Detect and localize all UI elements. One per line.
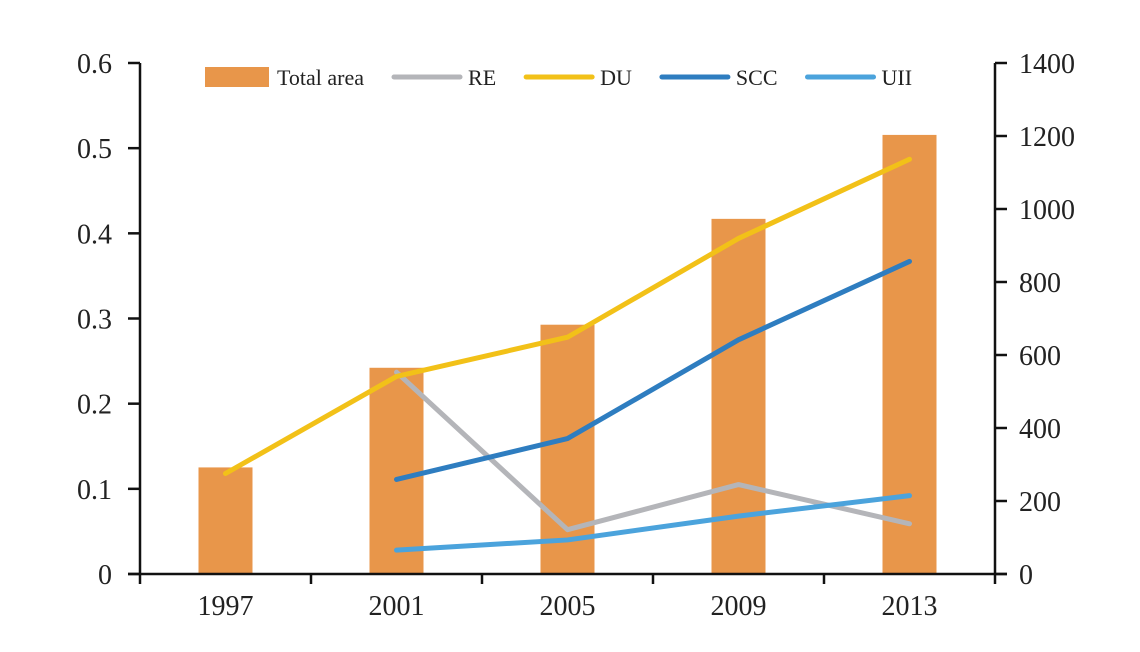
y-right-tick-label: 200 [1019, 487, 1061, 518]
legend: Total area RE DU SCC UII [205, 65, 912, 90]
bar-2001 [369, 367, 424, 574]
legend-label: SCC [736, 65, 778, 90]
legend-label: UII [882, 65, 913, 90]
y-left-tick-label: 0 [98, 560, 112, 591]
legend-label: RE [468, 65, 496, 90]
legend-item-scc: SCC [659, 65, 778, 90]
y-right-tick-label: 800 [1019, 268, 1061, 299]
legend-swatch [205, 67, 269, 87]
bars-layer [198, 134, 937, 575]
y-right-tick-label: 600 [1019, 341, 1061, 372]
legend-item-uii: UII [805, 65, 913, 90]
y-left-tick-label: 0.2 [77, 390, 112, 421]
y-left-tick-label: 0.1 [77, 475, 112, 506]
y-right-tick-label: 1000 [1019, 195, 1075, 226]
axes-layer: 0 0.1 0.2 0.3 0.4 0.5 0.6 0 200 400 600 800 1000 1200… [77, 49, 1075, 622]
series-line-uii [394, 493, 912, 553]
y-right-tick-label: 1200 [1019, 122, 1075, 153]
legend-label: Total area [277, 65, 364, 90]
bar-1997 [198, 467, 253, 574]
y-right-tick-label: 1400 [1019, 49, 1075, 80]
x-tick-label-1997: 1997 [198, 591, 254, 622]
x-tick-label-2009: 2009 [711, 591, 767, 622]
legend-label: DU [600, 65, 632, 90]
bar-2005 [540, 324, 595, 574]
lines-layer [223, 156, 912, 553]
legend-item-re: RE [391, 65, 496, 90]
y-left-tick-label: 0.4 [77, 219, 112, 250]
y-right-tick-label: 400 [1019, 414, 1061, 445]
series-line-du [223, 156, 912, 477]
y-right-tick-label: 0 [1019, 560, 1033, 591]
bar-2013 [882, 134, 937, 574]
y-left-tick-label: 0.3 [77, 305, 112, 336]
y-left-tick-label: 0.6 [77, 49, 112, 80]
legend-item-du: DU [523, 65, 632, 90]
series-line-scc [394, 258, 912, 482]
y-left-tick-label: 0.5 [77, 134, 112, 165]
legend-item-total-area: Total area [205, 65, 364, 90]
x-tick-label-2001: 2001 [369, 591, 425, 622]
x-tick-label-2013: 2013 [882, 591, 938, 622]
x-tick-label-2005: 2005 [540, 591, 596, 622]
